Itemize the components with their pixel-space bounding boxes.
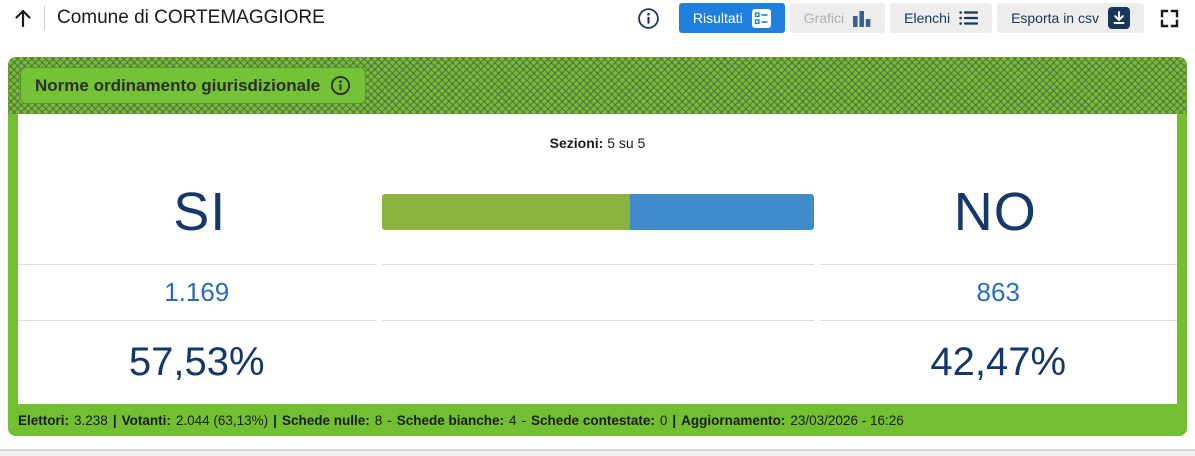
- back-up-button[interactable]: [12, 7, 34, 29]
- card-content: Sezioni: 5 su 5 SI NO 1.169 863 57,53% 4…: [18, 114, 1177, 404]
- topbar: Comune di CORTEMAGGIORE Risultati: [0, 0, 1195, 36]
- elenchi-label: Elenchi: [904, 10, 951, 26]
- question-banner: Norme ordinamento giurisdizionale: [8, 57, 1187, 114]
- votes-row-spacer: [381, 264, 814, 320]
- nulle-value: 8: [374, 412, 383, 428]
- topbar-divider: [44, 6, 45, 30]
- sezioni-status: Sezioni: 5 su 5: [18, 114, 1177, 160]
- separator: |: [672, 412, 677, 428]
- up-arrow-icon: [12, 7, 34, 29]
- si-label: SI: [173, 182, 227, 242]
- bianche-value: 4: [509, 412, 517, 428]
- bar-si: [381, 194, 631, 230]
- esporta-label: Esporta in csv: [1011, 10, 1099, 26]
- contestate-value: 0: [659, 412, 668, 428]
- download-icon: [1108, 7, 1130, 29]
- votanti-label: Votanti:: [121, 412, 171, 428]
- separator: |: [273, 412, 277, 428]
- risultati-label: Risultati: [692, 10, 743, 26]
- separator: |: [112, 412, 117, 428]
- grafici-label: Grafici: [803, 10, 845, 26]
- question-title: Norme ordinamento giurisdizionale: [35, 75, 321, 95]
- bianche-label: Schede bianche:: [396, 412, 505, 428]
- elettori-value: 3.238: [74, 412, 108, 428]
- contestate-label: Schede contestate:: [531, 412, 655, 428]
- votanti-value: 2.044 (63,13%): [175, 412, 269, 428]
- separator: -: [387, 412, 392, 428]
- tab-elenchi[interactable]: Elenchi: [890, 3, 993, 33]
- export-csv-button[interactable]: Esporta in csv: [997, 3, 1144, 33]
- aggiornamento-label: Aggiornamento:: [681, 412, 786, 428]
- no-percent: 42,47%: [930, 340, 1067, 384]
- ballot-icon: [751, 8, 771, 28]
- tab-grafici[interactable]: Grafici: [789, 3, 886, 33]
- si-votes: 1.169: [164, 277, 230, 307]
- separator: -: [521, 412, 527, 428]
- votes-row: 1.169 863: [18, 264, 1177, 320]
- question-label: Norme ordinamento giurisdizionale: [20, 67, 367, 104]
- answers-row: SI NO: [18, 160, 1177, 264]
- nulle-label: Schede nulle:: [281, 412, 370, 428]
- no-label: NO: [953, 182, 1037, 242]
- tab-risultati[interactable]: Risultati: [678, 3, 785, 33]
- info-icon[interactable]: [637, 7, 660, 30]
- result-card: Norme ordinamento giurisdizionale Sezion…: [8, 57, 1187, 436]
- si-percent: 57,53%: [128, 340, 265, 384]
- stats-footer: Elettori: 3.238 | Votanti: 2.044 (63,13%…: [8, 404, 1187, 436]
- bar-no: [630, 194, 814, 230]
- question-info-icon[interactable]: [330, 75, 351, 96]
- no-votes: 863: [976, 277, 1020, 307]
- fullscreen-icon[interactable]: [1160, 9, 1179, 28]
- result-bar: [381, 194, 814, 230]
- list-icon: [959, 10, 979, 26]
- percent-row: 57,53% 42,47%: [18, 320, 1177, 404]
- page-bottom-strip: [0, 449, 1195, 456]
- topbar-actions: Risultati Grafici: [637, 3, 1183, 33]
- sezioni-label: Sezioni:: [549, 135, 604, 151]
- elettori-label: Elettori:: [18, 412, 70, 428]
- aggiornamento-value: 23/03/2026 - 16:26: [790, 412, 904, 428]
- percent-row-spacer: [381, 320, 814, 404]
- bar-chart-icon: [853, 10, 871, 27]
- sezioni-value: 5 su 5: [607, 135, 646, 151]
- page-title: Comune di CORTEMAGGIORE: [57, 7, 325, 28]
